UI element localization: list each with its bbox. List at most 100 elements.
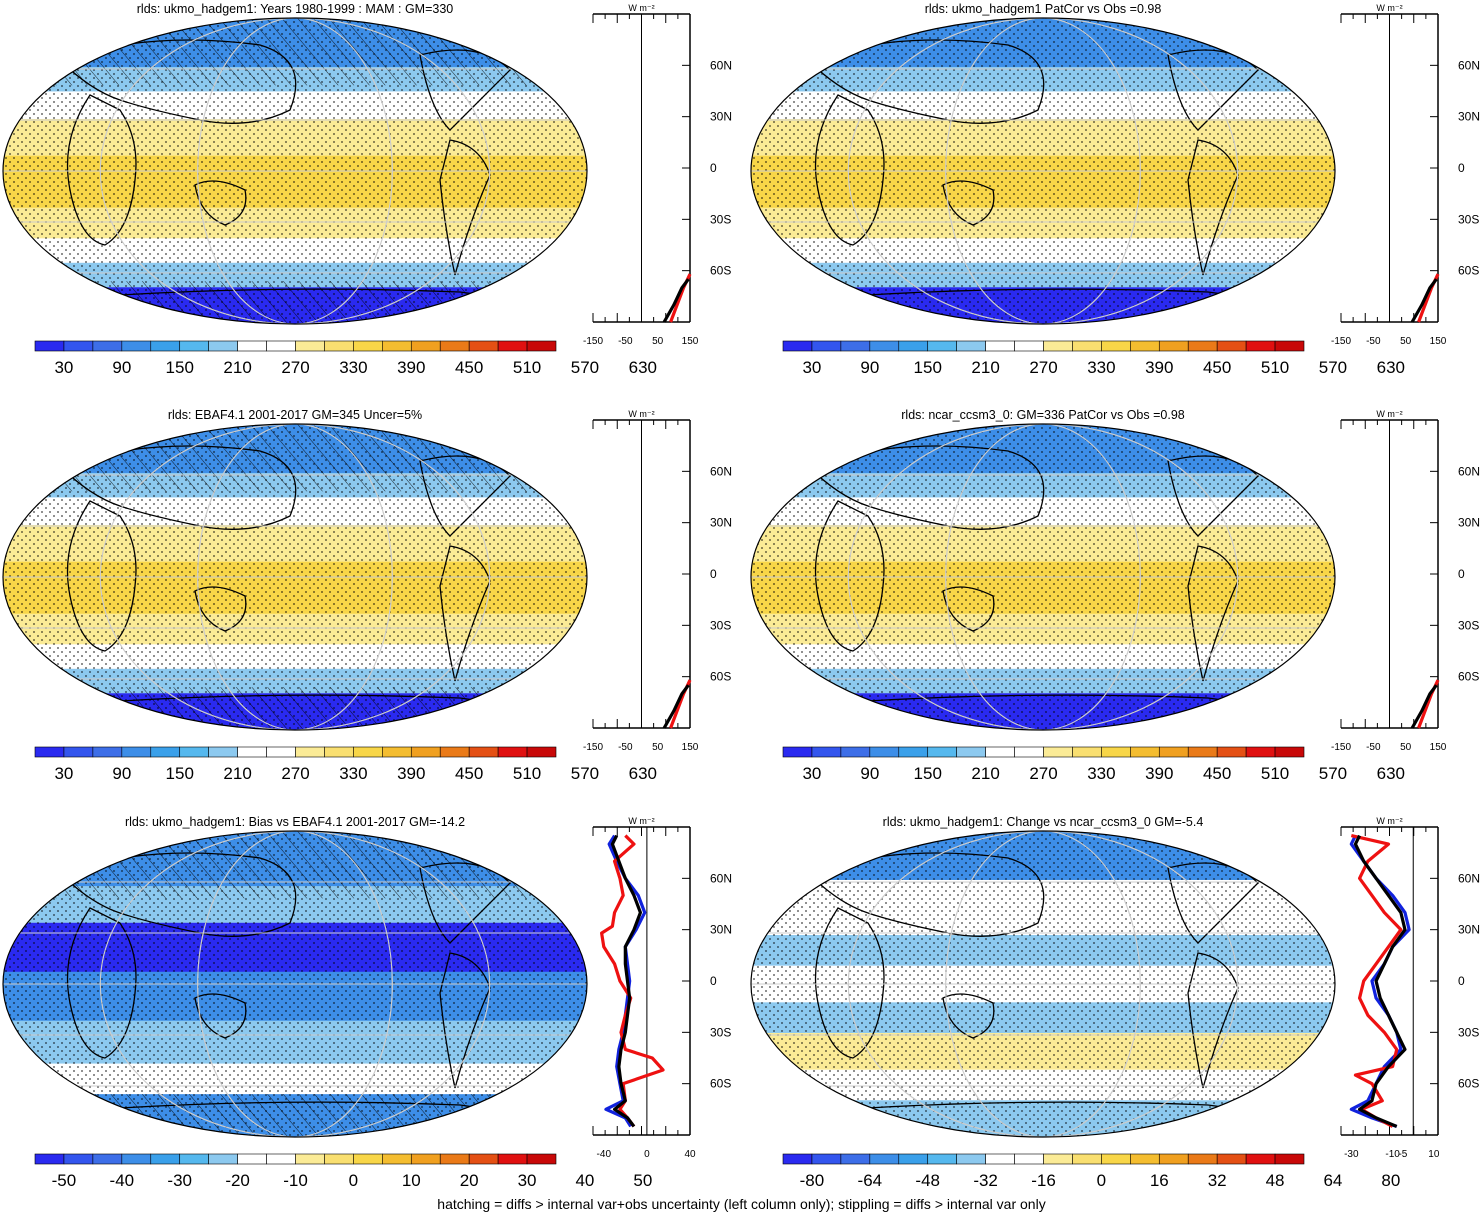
colorbar-swatch [1043,746,1073,758]
colorbar-label: 270 [281,764,309,783]
panel-graphics: -80 -64 -48 -32 -16 0 16 32 48 64 80 W m⁻² 60N 30N 0 30… [750,816,1480,1190]
colorbar-label: 270 [1029,764,1057,783]
colorbar-label: -10 [283,1171,308,1190]
colorbar-swatch [497,340,528,352]
latitude-label: 0 [710,161,717,175]
graticule [751,424,1335,730]
colorbar-swatch [121,340,152,352]
colorbar-swatch [782,746,813,758]
longitude-line [99,424,491,730]
panel-graphics: 30 90 150 210 270 330 390 450 510 570 630 W m⁻² 60N 3… [2,409,732,783]
latitude-label: 60N [710,871,732,885]
colorbar-label: 50 [633,1171,652,1190]
colorbar-swatch [1072,1153,1102,1165]
colorbar-swatch [1274,1153,1305,1165]
colorbar-label: 450 [1203,764,1231,783]
colorbar-label: -80 [800,1171,825,1190]
colorbar-swatch [898,746,929,758]
zonal-tick-label: -50 [618,336,633,347]
latitude-label: 60S [1458,1077,1479,1091]
colorbar-swatch [1158,746,1189,758]
zonal-mean-line-red [1350,833,1403,1128]
colorbar-swatch [439,1153,470,1165]
colorbar-label: 150 [914,764,942,783]
colorbar-label: 30 [802,764,821,783]
panel-title: rlds: EBAF4.1 2001-2017 GM=345 Uncer=5% [167,408,423,422]
latitude-label: 60N [710,464,732,478]
zonal-tick-label: -40 [597,1149,612,1160]
colorbar-swatch [811,746,842,758]
longitude-line [197,831,393,1137]
latitude-label: 30N [710,923,732,937]
colorbar-swatch [295,746,325,758]
colorbar-label: 510 [1261,764,1289,783]
colorbar-label: 0 [349,1171,358,1190]
colorbar-swatch [179,340,209,352]
colorbar-swatch [811,1153,842,1165]
latitude-label: 60S [710,1077,731,1091]
graticule [3,18,587,324]
colorbar-label: 0 [1097,1171,1106,1190]
colorbar-label: 210 [971,764,999,783]
colorbar-label: 90 [112,764,131,783]
colorbar-swatch [1245,340,1276,352]
colorbar-label: 30 [54,764,73,783]
colorbar-swatch [840,340,871,352]
colorbar-swatch [382,746,412,758]
zonal-mean-plot: W m⁻² 60N 30N 0 30S 60S -40 0 40 [592,816,732,1160]
colorbar-swatch [985,340,1015,352]
map [751,424,1335,730]
colorbar-label: 30 [54,358,73,377]
colorbar-swatch [956,340,986,352]
longitude-line [945,18,1141,324]
latitude-label: 60N [710,58,732,72]
latitude-label: 0 [710,567,717,581]
zonal-mean-line-black [1410,278,1438,323]
latitude-label: 30S [1458,212,1479,226]
longitude-line [197,18,393,324]
colorbar-label: 30 [802,358,821,377]
colorbar-label: -16 [1031,1171,1056,1190]
zonal-tick-label: 0 [644,1149,650,1160]
footnote: hatching = diffs > internal var+obs unce… [437,1196,1046,1212]
colorbar-label: 210 [223,764,251,783]
panel-graphics: 30 90 150 210 270 330 390 450 510 570 630 W m⁻² 60N 3… [750,409,1480,783]
colorbar-swatch [1072,746,1102,758]
colorbar-label: 510 [513,358,541,377]
latitude-label: 60N [1458,871,1480,885]
zonal-tick-label: 40 [684,1149,696,1160]
colorbar-swatch [439,746,470,758]
zonal-mean-plot: W m⁻² 60N 30N 0 30S 60S -150 -50 50 150 [1331,3,1480,347]
colorbar-swatch [1216,746,1247,758]
colorbar-swatch [1245,746,1276,758]
panel-graphics: 30 90 150 210 270 330 390 450 510 570 630 W m⁻² 60N 3… [750,3,1480,377]
zonal-mean-line-black [610,834,643,1128]
map-border [750,17,1336,325]
colorbar-swatch [179,1153,209,1165]
colorbar-label: 390 [1145,764,1173,783]
panel-title: rlds: ukmo_hadgem1: Bias vs EBAF4.1 2001… [124,815,466,829]
colorbar: -80 -64 -48 -32 -16 0 16 32 48 64 80 [782,1153,1400,1190]
panel-6: rlds: ukmo_hadgem1: Change vs ncar_ccsm3… [748,813,1483,1208]
colorbar-swatch [295,340,325,352]
colorbar-swatch [353,340,383,352]
colorbar-swatch [869,340,900,352]
latitude-label: 30N [710,110,732,124]
colorbar-label: 32 [1208,1171,1227,1190]
units-label: W m⁻² [1376,816,1402,826]
colorbar-swatch [468,1153,499,1165]
colorbar-swatch [526,340,557,352]
colorbar-swatch [898,340,929,352]
colorbar-swatch [410,340,441,352]
panel-title: rlds: ncar_ccsm3_0: GM=336 PatCor vs Obs… [901,408,1185,422]
map-border [750,423,1336,731]
colorbar-swatch [324,340,354,352]
latitude-label: 30N [1458,110,1480,124]
latitude-label: 30N [1458,923,1480,937]
colorbar-swatch [985,1153,1015,1165]
colorbar-swatch [324,746,354,758]
colorbar-swatch [1072,340,1102,352]
colorbar-swatch [179,746,209,758]
latitude-label: 30S [1458,1025,1479,1039]
zonal-tick-label: 50 [1400,336,1412,347]
